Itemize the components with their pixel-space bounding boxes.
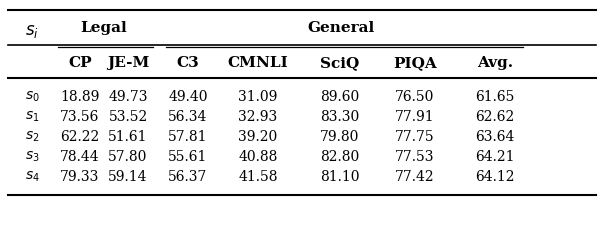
Text: 77.42: 77.42 <box>395 170 435 184</box>
Text: 79.80: 79.80 <box>320 130 360 144</box>
Text: 56.37: 56.37 <box>169 170 208 184</box>
Text: 77.91: 77.91 <box>395 110 435 124</box>
Text: $s_0$: $s_0$ <box>25 90 39 104</box>
Text: 39.20: 39.20 <box>239 130 278 144</box>
Text: 49.73: 49.73 <box>108 90 148 104</box>
Text: General: General <box>308 21 375 35</box>
Text: 76.50: 76.50 <box>395 90 435 104</box>
Text: Legal: Legal <box>80 21 127 35</box>
Text: 89.60: 89.60 <box>320 90 359 104</box>
Text: 51.61: 51.61 <box>108 130 148 144</box>
Text: 59.14: 59.14 <box>108 170 148 184</box>
Text: $s_1$: $s_1$ <box>25 110 39 124</box>
Text: 77.53: 77.53 <box>395 150 435 164</box>
Text: 64.21: 64.21 <box>475 150 515 164</box>
Text: 63.64: 63.64 <box>475 130 515 144</box>
Text: 55.61: 55.61 <box>169 150 208 164</box>
Text: $s_3$: $s_3$ <box>25 150 39 164</box>
Text: C3: C3 <box>176 56 199 70</box>
Text: 53.52: 53.52 <box>108 110 147 124</box>
Text: 82.80: 82.80 <box>320 150 359 164</box>
Text: $s_4$: $s_4$ <box>25 170 39 184</box>
Text: PIQA: PIQA <box>393 56 437 70</box>
Text: CMNLI: CMNLI <box>228 56 288 70</box>
Text: 83.30: 83.30 <box>320 110 359 124</box>
Text: 78.44: 78.44 <box>60 150 100 164</box>
Text: 61.65: 61.65 <box>475 90 515 104</box>
Text: $\boldsymbol{s_i}$: $\boldsymbol{s_i}$ <box>25 24 39 41</box>
Text: 62.62: 62.62 <box>475 110 515 124</box>
Text: 49.40: 49.40 <box>169 90 208 104</box>
Text: 73.56: 73.56 <box>60 110 100 124</box>
Text: CP: CP <box>68 56 92 70</box>
Text: 77.75: 77.75 <box>395 130 435 144</box>
Text: 31.09: 31.09 <box>239 90 278 104</box>
Text: 57.80: 57.80 <box>108 150 148 164</box>
Text: 32.93: 32.93 <box>239 110 278 124</box>
Text: 79.33: 79.33 <box>60 170 100 184</box>
Text: 64.12: 64.12 <box>475 170 515 184</box>
Text: 41.58: 41.58 <box>238 170 278 184</box>
Text: 62.22: 62.22 <box>60 130 100 144</box>
Text: Avg.: Avg. <box>477 56 513 70</box>
Text: 18.89: 18.89 <box>60 90 100 104</box>
Text: 81.10: 81.10 <box>320 170 360 184</box>
Text: 57.81: 57.81 <box>169 130 208 144</box>
Text: $s_2$: $s_2$ <box>25 130 39 144</box>
Text: JE-M: JE-M <box>107 56 149 70</box>
Text: SciQ: SciQ <box>320 56 359 70</box>
Text: 56.34: 56.34 <box>169 110 208 124</box>
Text: 40.88: 40.88 <box>239 150 278 164</box>
